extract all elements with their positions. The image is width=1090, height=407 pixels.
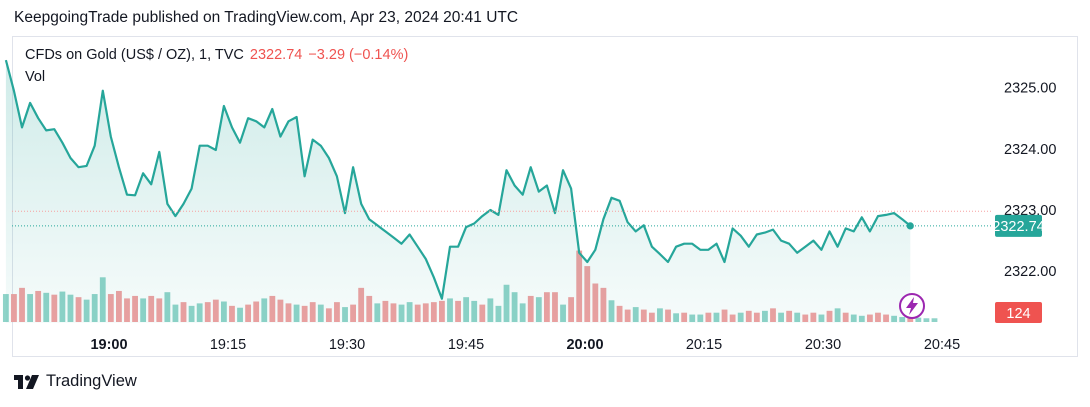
last-price-badge: 2322.74 [992,214,1045,237]
x-tick-label: 19:00 [90,337,127,353]
volume-badge-text: 124 [1006,306,1030,322]
x-tick-label: 20:15 [686,337,722,353]
price-change: −3.29 (−0.14%) [308,47,409,63]
x-tick-label: 19:30 [329,337,365,353]
x-tick-label: 19:45 [448,337,484,353]
x-tick-label: 20:45 [924,337,960,353]
price-area [4,59,914,323]
volume-bar [2,294,9,322]
lightning-icon[interactable] [899,293,925,319]
chart-legend: CFDs on Gold (US$ / OZ), 1, TVC 2322.74 −3… [25,47,408,63]
publisher-line: KeepgoingTrade published on TradingView.… [14,9,519,26]
volume-bar [931,318,938,322]
y-tick-label: 2324.00 [1004,142,1056,158]
price-line [4,59,912,300]
x-axis: 19:00 19:15 19:30 19:45 20:00 20:15 20:30 20:45 [90,337,960,353]
badges: 2322.74 124 [899,214,1045,323]
last-point [906,222,914,230]
x-tick-label: 20:00 [566,337,603,353]
footer: TradingView [14,372,137,391]
tradingview-brand[interactable]: TradingView [46,372,137,390]
volume-label: Vol [25,69,46,85]
x-tick-label: 20:30 [805,337,841,353]
reference-lines [12,210,992,227]
tradingview-logo-icon [14,374,39,389]
volume-bar [915,317,922,322]
last-price: 2322.74 [249,47,303,63]
price-area-fill [5,60,911,323]
symbol-name[interactable]: CFDs on Gold (US$ / OZ), 1, TVC [25,47,244,63]
volume-badge: 124 [995,302,1042,323]
volume-bar [923,318,930,322]
x-tick-label: 19:15 [210,337,246,353]
last-price-badge-text: 2322.74 [992,219,1044,235]
y-tick-label: 2322.00 [1004,264,1056,280]
y-tick-label: 2325.00 [1004,81,1056,97]
